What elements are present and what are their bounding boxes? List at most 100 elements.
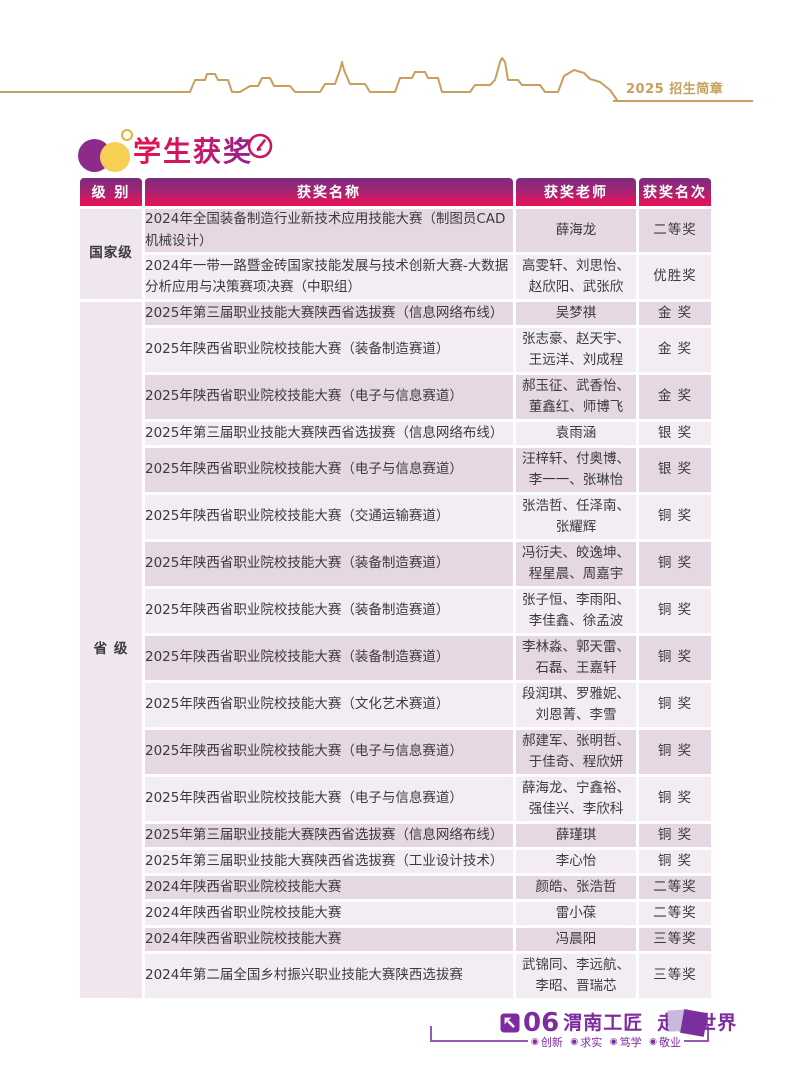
table-row: 2025年陕西省职业院校技能大赛（电子与信息赛道） 郝建军、张明哲、于佳奇、程欣妍… [80, 730, 711, 775]
table-row: 2025年陕西省职业院校技能大赛（装备制造赛道） 李林淼、郭天雷、石磊、王嘉轩铜 … [80, 636, 711, 681]
skyline-decoration-line [0, 57, 618, 101]
award-rank-cell: 二等奖 [639, 902, 711, 926]
award-name-cell: 2025年第三届职业技能大赛陕西省选拔赛（工业设计技术） [145, 850, 513, 874]
table-row: 2025年陕西省职业院校技能大赛（装备制造赛道） 冯衍夫、皎逸坤、程星晨、周嘉宇铜… [80, 542, 711, 587]
table-row: 2025年陕西省职业院校技能大赛（装备制造赛道） 张志豪、赵天宇、王远洋、刘成程金… [80, 328, 711, 373]
award-rank-cell: 三等奖 [639, 954, 711, 999]
footer-bracket-left-horizontal [430, 1040, 528, 1042]
footer-value-item: ◉ 敬业 [649, 1034, 681, 1050]
footer-value-label: 笃学 [619, 1036, 642, 1049]
award-rank-cell: 金 奖 [639, 375, 711, 420]
table-row: 2024年第二届全国乡村振兴职业技能大赛陕西选拔赛 武锦同、李远航、李昭、晋瑞芯三… [80, 954, 711, 999]
page-title: 学生获奖 [133, 130, 253, 170]
awards-table-header: 级 别获奖名称 获奖老师 获奖名次 [80, 178, 711, 206]
table-row: 2025年陕西省职业院校技能大赛（电子与信息赛道） 薛海龙、宁鑫裕、强佳兴、李欣科… [80, 777, 711, 822]
footer-value-item: ◉ 笃学 [610, 1034, 642, 1050]
award-name-cell: 2024年全国装备制造行业新技术应用技能大赛（制图员CAD机械设计） [145, 209, 513, 253]
sun-bullet-icon: ◉ [649, 1037, 657, 1047]
award-name-cell: 2024年第二届全国乡村振兴职业技能大赛陕西选拔赛 [145, 954, 513, 999]
award-teacher-cell: 雷小葆 [516, 902, 636, 926]
award-name-cell: 2024年一带一路暨金砖国家技能发展与技术创新大赛-大数据分析应用与决策赛项决赛… [145, 255, 513, 300]
award-name-cell: 2025年陕西省职业院校技能大赛（电子与信息赛道） [145, 448, 513, 493]
award-name-cell: 2024年陕西省职业院校技能大赛 [145, 876, 513, 900]
table-row: 2025年陕西省职业院校技能大赛（交通运输赛道） 张浩哲、任泽南、张耀辉铜 奖 [80, 495, 711, 540]
award-rank-cell: 银 奖 [639, 422, 711, 446]
award-teacher-cell: 冯衍夫、皎逸坤、程星晨、周嘉宇 [516, 542, 636, 587]
award-name-cell: 2025年第三届职业技能大赛陕西省选拔赛（信息网络布线） [145, 422, 513, 446]
award-teacher-cell: 张浩哲、任泽南、张耀辉 [516, 495, 636, 540]
award-rank-cell: 铜 奖 [639, 495, 711, 540]
table-row: 2025年第三届职业技能大赛陕西省选拔赛（信息网络布线） 薛瑾琪铜 奖 [80, 824, 711, 848]
level-cell: 省 级 [80, 302, 142, 999]
award-rank-cell: 铜 奖 [639, 777, 711, 822]
table-row: 2024年陕西省职业院校技能大赛 冯晨阳 三等奖 [80, 928, 711, 952]
award-teacher-cell: 郝建军、张明哲、于佳奇、程欣妍 [516, 730, 636, 775]
award-teacher-cell: 李心怡 [516, 850, 636, 874]
award-name-cell: 2025年陕西省职业院校技能大赛（电子与信息赛道） [145, 375, 513, 420]
award-name-cell: 2025年第三届职业技能大赛陕西省选拔赛（信息网络布线） [145, 302, 513, 326]
footer-bracket-left-vertical [430, 1026, 432, 1042]
award-teacher-cell: 段润琪、罗雅妮、刘恩菁、李雪 [516, 683, 636, 728]
award-teacher-cell: 吴梦祺 [516, 302, 636, 326]
award-teacher-cell: 郝玉征、武香怡、董鑫红、师博飞 [516, 375, 636, 420]
header-cell: 级 别 [80, 178, 142, 206]
award-rank-cell: 金 奖 [639, 302, 711, 326]
award-teacher-cell: 颜皓、张浩哲 [516, 876, 636, 900]
header-cell: 获奖老师 [516, 178, 636, 206]
sun-bullet-icon: ◉ [531, 1037, 539, 1047]
brand-underline [613, 100, 753, 102]
award-rank-cell: 铜 奖 [639, 636, 711, 681]
award-rank-cell: 银 奖 [639, 448, 711, 493]
award-rank-cell: 优胜奖 [639, 255, 711, 300]
award-teacher-cell: 张子恒、李雨阳、李佳鑫、徐孟波 [516, 589, 636, 634]
header-cell: 获奖名次 [639, 178, 711, 206]
award-rank-cell: 铜 奖 [639, 683, 711, 728]
award-rank-cell: 铜 奖 [639, 824, 711, 848]
table-row: 2025年第三届职业技能大赛陕西省选拔赛（工业设计技术） 李心怡铜 奖 [80, 850, 711, 874]
award-teacher-cell: 武锦同、李远航、李昭、晋瑞芯 [516, 954, 636, 999]
header-cell: 获奖名称 [145, 178, 513, 206]
award-teacher-cell: 李林淼、郭天雷、石磊、王嘉轩 [516, 636, 636, 681]
footer-value-label: 求实 [580, 1036, 603, 1049]
award-rank-cell: 铜 奖 [639, 542, 711, 587]
award-rank-cell: 铜 奖 [639, 730, 711, 775]
footer-values: ◉ 创新 ◉ 求实 ◉ 笃学 ◉ 敬业 [531, 1034, 681, 1050]
award-name-cell: 2024年陕西省职业院校技能大赛 [145, 902, 513, 926]
table-row: 2024年陕西省职业院校技能大赛 颜皓、张浩哲 二等奖 [80, 876, 711, 900]
award-teacher-cell: 张志豪、赵天宇、王远洋、刘成程 [516, 328, 636, 373]
footer-value-label: 创新 [540, 1036, 563, 1049]
table-row: 2025年第三届职业技能大赛陕西省选拔赛（信息网络布线） 袁雨涵银 奖 [80, 422, 711, 446]
award-teacher-cell: 汪梓轩、付奥博、李一一、张琳怡 [516, 448, 636, 493]
award-name-cell: 2025年陕西省职业院校技能大赛（装备制造赛道） [145, 636, 513, 681]
sun-bullet-icon: ◉ [609, 1037, 618, 1047]
award-rank-cell: 金 奖 [639, 328, 711, 373]
award-teacher-cell: 高雯轩、刘思怡、赵欣阳、武张欣 [516, 255, 636, 300]
footer-bracket-right-vertical [707, 1026, 709, 1042]
award-teacher-cell: 冯晨阳 [516, 928, 636, 952]
sun-bullet-icon: ◉ [570, 1037, 579, 1047]
award-name-cell: 2024年陕西省职业院校技能大赛 [145, 928, 513, 952]
award-teacher-cell: 薛海龙、宁鑫裕、强佳兴、李欣科 [516, 777, 636, 822]
table-row: 2024年陕西省职业院校技能大赛 雷小葆 二等奖 [80, 902, 711, 926]
table-row: 国家级 2024年全国装备制造行业新技术应用技能大赛（制图员CAD机械设计） 薛海龙… [80, 209, 711, 300]
award-name-cell: 2025年陕西省职业院校技能大赛（装备制造赛道） [145, 589, 513, 634]
brand-text: 2025 招生简章 [626, 82, 724, 97]
footer-value-item: ◉ 求实 [570, 1034, 602, 1050]
award-rank-cell: 铜 奖 [639, 850, 711, 874]
award-name-cell: 2025年陕西省职业院校技能大赛（电子与信息赛道） [145, 730, 513, 775]
footer-value-item: ◉ 创新 [531, 1034, 563, 1050]
ring-dot-decoration [121, 129, 133, 141]
award-name-cell: 2025年陕西省职业院校技能大赛（电子与信息赛道） [145, 777, 513, 822]
award-teacher-cell: 薛瑾琪 [516, 824, 636, 848]
page-number: 06 [523, 1008, 560, 1038]
footer-square-dark-decoration [680, 1009, 708, 1037]
table-row: 2024年一带一路暨金砖国家技能发展与技术创新大赛-大数据分析应用与决策赛项决赛… [80, 255, 711, 300]
award-name-cell: 2025年陕西省职业院校技能大赛（装备制造赛道） [145, 542, 513, 587]
award-name-cell: 2025年第三届职业技能大赛陕西省选拔赛（信息网络布线） [145, 824, 513, 848]
award-name-cell: 2025年陕西省职业院校技能大赛（交通运输赛道） [145, 495, 513, 540]
level-cell: 国家级 [80, 209, 142, 300]
table-row: 2025年陕西省职业院校技能大赛（文化艺术赛道） 段润琪、罗雅妮、刘恩菁、李雪铜 … [80, 683, 711, 728]
table-row: 2025年陕西省职业院校技能大赛（电子与信息赛道） 汪梓轩、付奥博、李一一、张琳怡… [80, 448, 711, 493]
yellow-dot-decoration [100, 142, 130, 172]
footer-slogan-left: 渭南工匠 [563, 1011, 644, 1034]
